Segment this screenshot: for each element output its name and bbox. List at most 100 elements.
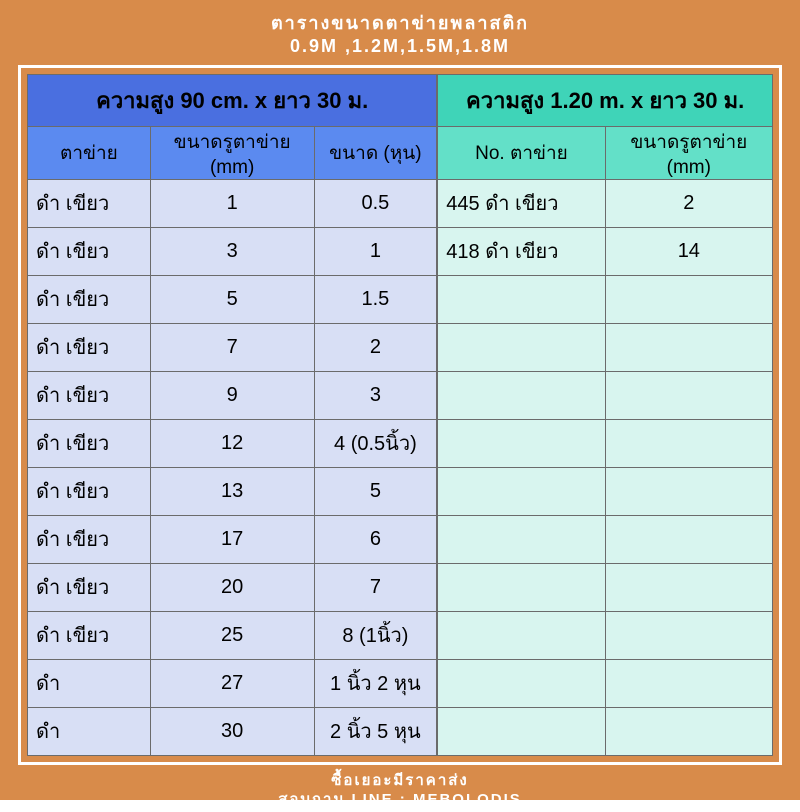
- table-row: ดำ เขียว10.5: [28, 179, 437, 227]
- table-row: ดำ เขียว72: [28, 323, 437, 371]
- left-col-0: ตาข่าย: [28, 126, 151, 179]
- table-cell: 418 ดำ เขียว: [438, 227, 605, 275]
- table-cell: ดำ เขียว: [28, 563, 151, 611]
- table-cell: 12: [150, 419, 314, 467]
- table-cell: [438, 371, 605, 419]
- table-cell: 2: [314, 323, 437, 371]
- table-cell: ดำ เขียว: [28, 227, 151, 275]
- table-cell: 5: [314, 467, 437, 515]
- table-cell: [438, 419, 605, 467]
- inner-frame: ความสูง 90 cm. x ยาว 30 ม. ตาข่าย ขนาดรู…: [18, 65, 782, 765]
- title-line2: 0.9M ,1.2M,1.5M,1.8M: [18, 35, 782, 58]
- table-row: ดำ เขียว51.5: [28, 275, 437, 323]
- table-cell: 2: [605, 179, 772, 227]
- table-row: ดำ เขียว31: [28, 227, 437, 275]
- table-cell: 4 (0.5นิ้ว): [314, 419, 437, 467]
- table-cell: ดำ เขียว: [28, 419, 151, 467]
- table-row: [438, 371, 773, 419]
- table-cell: [605, 275, 772, 323]
- page-container: ตารางขนาดตาข่ายพลาสติก 0.9M ,1.2M,1.5M,1…: [0, 0, 800, 800]
- title-line1: ตารางขนาดตาข่ายพลาสติก: [18, 12, 782, 35]
- table-cell: [438, 659, 605, 707]
- table-row: [438, 419, 773, 467]
- table-cell: 17: [150, 515, 314, 563]
- table-cell: 7: [150, 323, 314, 371]
- table-row: ดำ เขียว176: [28, 515, 437, 563]
- table-row: [438, 659, 773, 707]
- table-cell: 3: [150, 227, 314, 275]
- table-cell: [605, 611, 772, 659]
- table-row: ดำ302 นิ้ว 5 หุน: [28, 707, 437, 755]
- table-cell: 14: [605, 227, 772, 275]
- table-row: ดำ เขียว124 (0.5นิ้ว): [28, 419, 437, 467]
- table-cell: [438, 275, 605, 323]
- table-cell: 8 (1นิ้ว): [314, 611, 437, 659]
- table-wrap: ความสูง 90 cm. x ยาว 30 ม. ตาข่าย ขนาดรู…: [27, 74, 773, 756]
- table-cell: [438, 563, 605, 611]
- footer-block: ซื้อเยอะมีราคาส่ง สอบถาม LINE : MEBOLODI…: [18, 765, 782, 812]
- table-cell: 25: [150, 611, 314, 659]
- left-table-header: ความสูง 90 cm. x ยาว 30 ม.: [28, 74, 437, 126]
- table-cell: ดำ เขียว: [28, 371, 151, 419]
- table-cell: ดำ เขียว: [28, 323, 151, 371]
- table-cell: 9: [150, 371, 314, 419]
- footer-line2: สอบถาม LINE : MEBOLODIS: [18, 790, 782, 810]
- table-cell: [438, 611, 605, 659]
- left-table: ความสูง 90 cm. x ยาว 30 ม. ตาข่าย ขนาดรู…: [27, 74, 437, 756]
- right-table-header: ความสูง 1.20 m. x ยาว 30 ม.: [438, 74, 773, 126]
- table-cell: ดำ เขียว: [28, 275, 151, 323]
- table-cell: 1: [314, 227, 437, 275]
- table-cell: ดำ: [28, 707, 151, 755]
- table-cell: 7: [314, 563, 437, 611]
- table-cell: [605, 707, 772, 755]
- table-cell: [605, 323, 772, 371]
- table-row: ดำ เขียว135: [28, 467, 437, 515]
- left-table-pane: ความสูง 90 cm. x ยาว 30 ม. ตาข่าย ขนาดรู…: [27, 74, 437, 756]
- table-row: ดำ เขียว93: [28, 371, 437, 419]
- table-cell: ดำ เขียว: [28, 179, 151, 227]
- table-row: 418 ดำ เขียว14: [438, 227, 773, 275]
- table-cell: [438, 323, 605, 371]
- table-cell: 1.5: [314, 275, 437, 323]
- table-cell: 20: [150, 563, 314, 611]
- table-cell: [605, 371, 772, 419]
- table-row: ดำ เขียว258 (1นิ้ว): [28, 611, 437, 659]
- table-row: [438, 323, 773, 371]
- table-cell: 30: [150, 707, 314, 755]
- table-cell: 1: [150, 179, 314, 227]
- table-cell: 445 ดำ เขียว: [438, 179, 605, 227]
- table-row: [438, 611, 773, 659]
- table-cell: [605, 659, 772, 707]
- right-col-1: ขนาดรูตาข่าย (mm): [605, 126, 772, 179]
- table-row: [438, 563, 773, 611]
- table-cell: [605, 419, 772, 467]
- table-row: [438, 515, 773, 563]
- table-cell: 1 นิ้ว 2 หุน: [314, 659, 437, 707]
- table-cell: ดำ: [28, 659, 151, 707]
- table-cell: 27: [150, 659, 314, 707]
- table-cell: 13: [150, 467, 314, 515]
- table-cell: [438, 515, 605, 563]
- table-cell: 5: [150, 275, 314, 323]
- right-col-0: No. ตาข่าย: [438, 126, 605, 179]
- table-cell: [438, 467, 605, 515]
- table-cell: [605, 563, 772, 611]
- footer-line1: ซื้อเยอะมีราคาส่ง: [18, 771, 782, 791]
- table-cell: 0.5: [314, 179, 437, 227]
- right-table: ความสูง 1.20 m. x ยาว 30 ม. No. ตาข่าย ข…: [437, 74, 773, 756]
- table-row: [438, 707, 773, 755]
- table-cell: ดำ เขียว: [28, 515, 151, 563]
- table-cell: ดำ เขียว: [28, 467, 151, 515]
- table-cell: 6: [314, 515, 437, 563]
- left-col-2: ขนาด (หุน): [314, 126, 437, 179]
- table-row: [438, 275, 773, 323]
- table-row: ดำ271 นิ้ว 2 หุน: [28, 659, 437, 707]
- table-row: 445 ดำ เขียว2: [438, 179, 773, 227]
- left-col-1: ขนาดรูตาข่าย (mm): [150, 126, 314, 179]
- table-cell: [605, 515, 772, 563]
- title-block: ตารางขนาดตาข่ายพลาสติก 0.9M ,1.2M,1.5M,1…: [18, 8, 782, 65]
- table-cell: ดำ เขียว: [28, 611, 151, 659]
- right-table-pane: ความสูง 1.20 m. x ยาว 30 ม. No. ตาข่าย ข…: [437, 74, 773, 756]
- table-cell: 2 นิ้ว 5 หุน: [314, 707, 437, 755]
- table-row: [438, 467, 773, 515]
